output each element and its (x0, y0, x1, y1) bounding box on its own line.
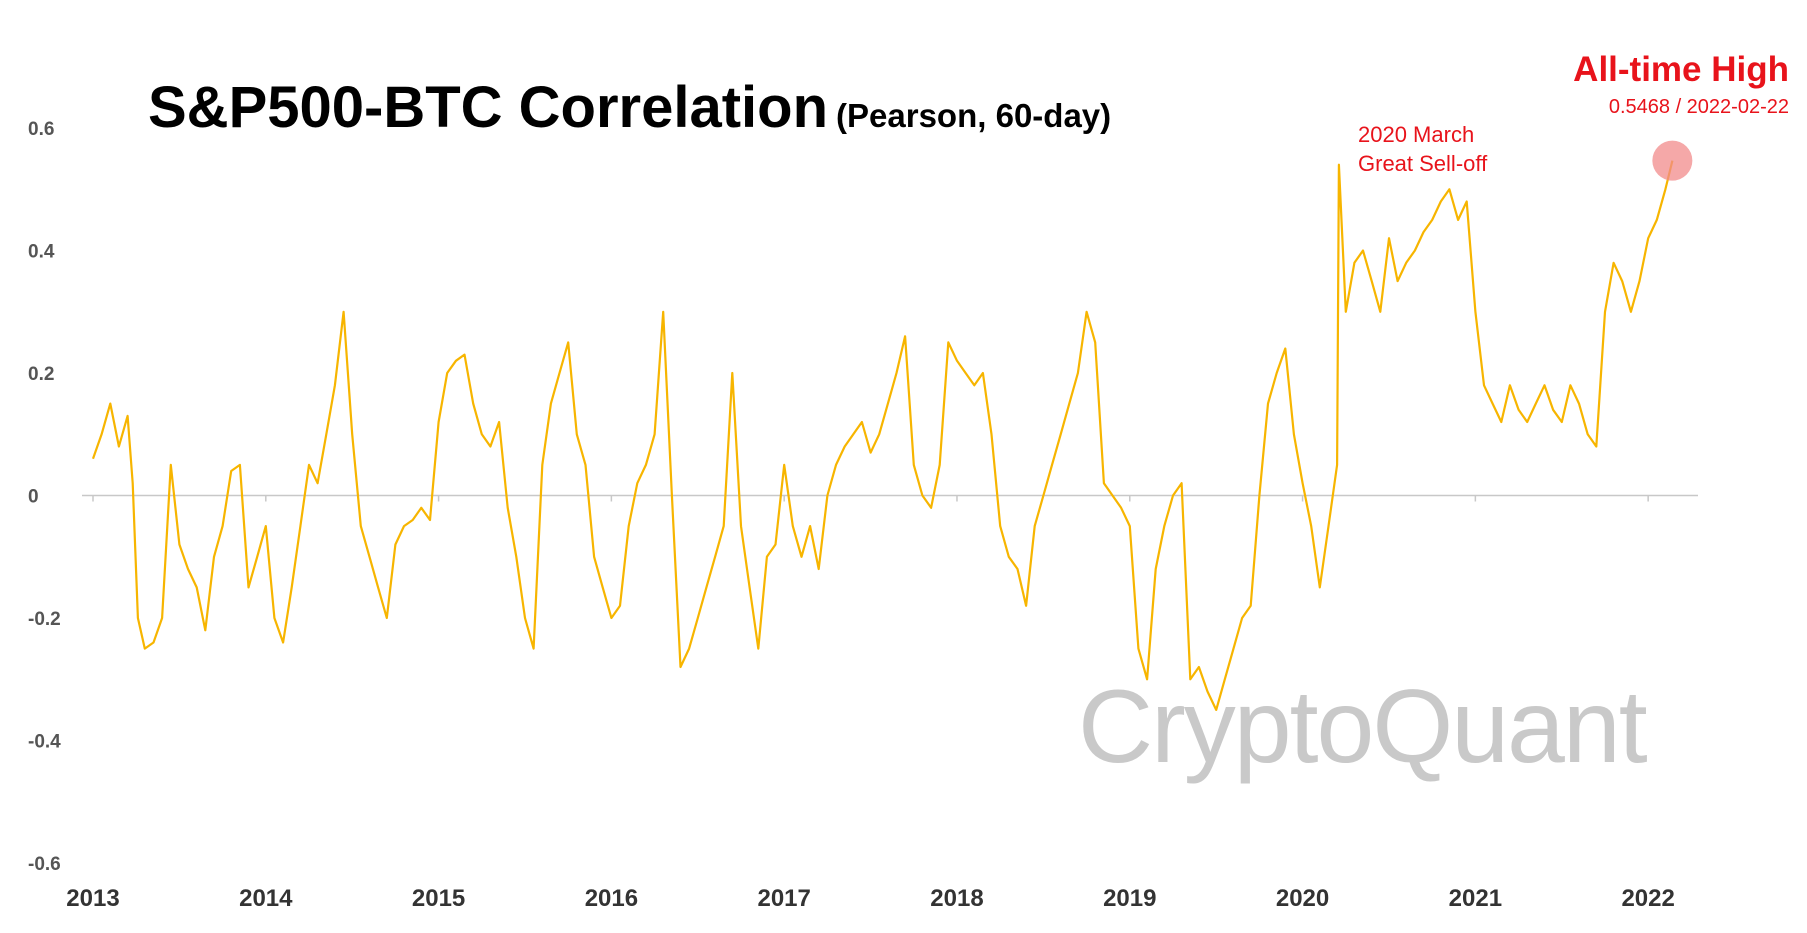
chart-title-text: S&P500-BTC Correlation (148, 75, 829, 140)
ath-annotation-title: All-time High (1573, 50, 1789, 89)
cryptoquant-watermark: CryptoQuant (1078, 669, 1648, 785)
y-tick-label: 0 (28, 487, 39, 508)
x-tick-label: 2020 (1276, 885, 1329, 912)
y-tick-label: 0.2 (28, 364, 54, 385)
y-tick-label: -0.6 (28, 854, 61, 875)
x-tick-label: 2019 (1103, 885, 1156, 912)
march-selloff-annotation: 2020 March Great Sell-off (1358, 120, 1487, 178)
chart-title: S&P500-BTC Correlation (Pearson, 60-day) (148, 74, 1111, 141)
x-tick-label: 2021 (1449, 885, 1502, 912)
y-tick-label: 0.6 (28, 119, 54, 140)
y-tick-label: 0.4 (28, 242, 55, 263)
x-tick-label: 2018 (930, 885, 983, 912)
all-time-high-marker (1652, 140, 1693, 181)
x-tick-label: 2015 (412, 885, 465, 912)
chart-subtitle: (Pearson, 60-day) (836, 97, 1112, 134)
y-tick-label: -0.4 (28, 732, 61, 753)
x-tick-label: 2017 (757, 885, 810, 912)
series-layer (91, 160, 1674, 712)
y-tick-label: -0.2 (28, 609, 61, 630)
x-tick-label: 2016 (585, 885, 638, 912)
correlation-series-line (91, 160, 1674, 712)
x-tick-label: 2022 (1621, 885, 1674, 912)
march-annotation-line2: Great Sell-off (1358, 151, 1488, 176)
y-axis-ticks: 0.6 0.4 0.2 0 -0.2 -0.4 -0.6 (28, 119, 61, 875)
march-annotation-line1: 2020 March (1358, 122, 1475, 147)
ath-annotation-value: 0.5468 / 2022-02-22 (1608, 96, 1789, 118)
x-axis-ticks: 2013 2014 2015 2016 2017 2018 2019 2020 2021 2022 (66, 495, 1675, 912)
x-tick-label: 2014 (239, 885, 293, 912)
x-tick-label: 2013 (66, 885, 119, 912)
